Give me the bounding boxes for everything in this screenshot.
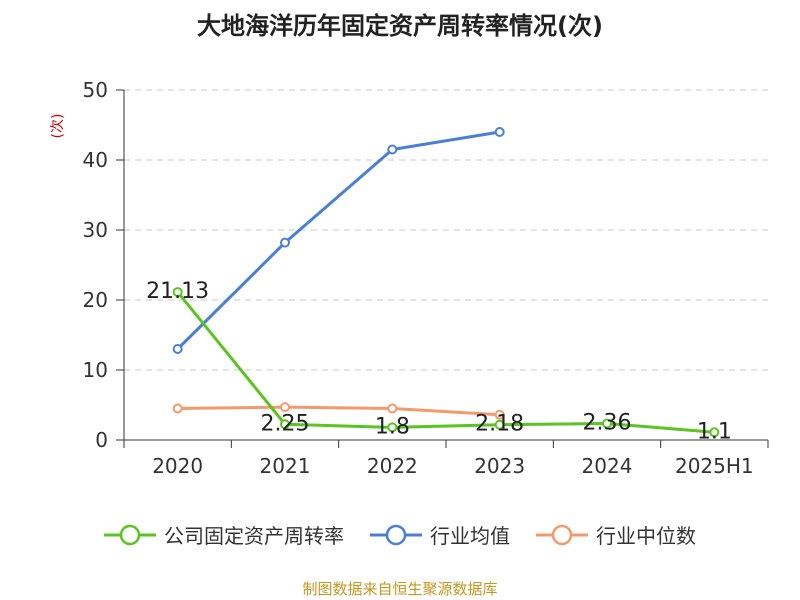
legend-label: 行业中位数 bbox=[596, 524, 696, 548]
data-label: 2.25 bbox=[261, 411, 310, 436]
data-point bbox=[280, 419, 290, 430]
y-tick-label: 30 bbox=[83, 218, 108, 242]
data-point bbox=[172, 344, 183, 354]
data-label: 2.36 bbox=[583, 410, 632, 435]
legend-swatch bbox=[536, 524, 588, 545]
chart-title: 大地海洋历年固定资产周转率情况(次) bbox=[197, 12, 603, 40]
line-chart: 0 10 20 30 40 50 2020 2021 2022 2023 2024 2025H1 (次)… bbox=[50, 78, 769, 478]
legend-item: 行业均值 bbox=[370, 520, 510, 549]
y-tick-label: 20 bbox=[83, 288, 108, 312]
x-tick-label: 2025H1 bbox=[675, 454, 754, 478]
data-point bbox=[280, 237, 290, 248]
x-tick-label: 2024 bbox=[582, 454, 633, 478]
legend-item: 公司固定资产周转率 bbox=[104, 520, 344, 549]
data-point bbox=[172, 403, 183, 414]
data-point bbox=[387, 422, 398, 433]
y-tick-label: 10 bbox=[83, 358, 108, 382]
legend-label: 行业均值 bbox=[430, 524, 510, 548]
legend-swatch bbox=[104, 524, 156, 545]
y-tick-label: 50 bbox=[83, 78, 108, 102]
series-line-0 bbox=[176, 291, 715, 434]
data-point bbox=[280, 402, 290, 413]
y-axis-label: (次) bbox=[50, 114, 66, 139]
x-tick-label: 2022 bbox=[367, 454, 418, 478]
series-line-1 bbox=[176, 130, 500, 351]
x-tick-label: 2023 bbox=[474, 454, 525, 478]
legend-swatch bbox=[370, 524, 422, 545]
legend-label: 公司固定资产周转率 bbox=[164, 524, 344, 548]
data-point bbox=[602, 418, 612, 429]
data-point bbox=[172, 287, 183, 298]
y-tick-label: 40 bbox=[83, 148, 108, 172]
data-point bbox=[709, 427, 720, 438]
legend-item: 行业中位数 bbox=[536, 520, 696, 549]
data-point bbox=[387, 403, 398, 414]
y-tick-label: 0 bbox=[95, 428, 108, 452]
data-point bbox=[387, 144, 398, 155]
chart-legend: 公司固定资产周转率 行业均值 行业中位数 bbox=[0, 520, 800, 549]
series-line-2 bbox=[177, 405, 500, 417]
data-point bbox=[494, 419, 505, 430]
data-label: 1.8 bbox=[375, 414, 410, 439]
data-label: 2.18 bbox=[475, 412, 524, 437]
data-label: 1.1 bbox=[697, 419, 732, 444]
data-point bbox=[494, 409, 505, 420]
x-tick-label: 2020 bbox=[152, 454, 203, 478]
data-source-note: 制图数据来自恒生聚源数据库 bbox=[302, 580, 498, 598]
data-label: 21.13 bbox=[146, 279, 209, 304]
x-tick-label: 2021 bbox=[260, 454, 311, 478]
data-point bbox=[494, 127, 505, 137]
